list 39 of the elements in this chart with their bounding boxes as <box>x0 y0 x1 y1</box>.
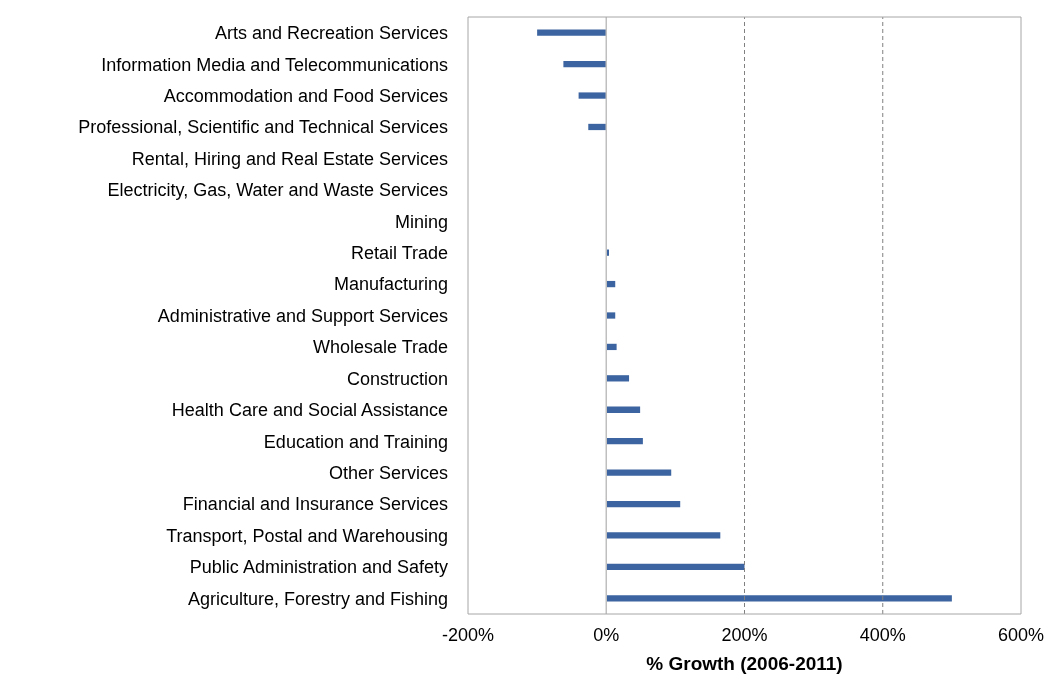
bar <box>578 92 607 99</box>
y-tick-label: Public Administration and Safety <box>189 557 448 578</box>
y-tick-label: Electricity, Gas, Water and Waste Services <box>107 180 448 201</box>
bar <box>606 500 681 508</box>
y-tick-label: Other Services <box>328 463 448 483</box>
bar <box>606 406 641 413</box>
bar <box>606 532 721 539</box>
y-tick-label: Professional, Scientific and Technical Services <box>78 117 448 138</box>
bar <box>606 563 745 571</box>
x-tick-label: 200% <box>721 624 768 645</box>
y-tick-label: Health Care and Social Assistance <box>171 400 448 421</box>
bar <box>588 123 607 131</box>
y-tick-label: Agriculture, Forestry and Fishing <box>187 588 448 609</box>
y-tick-label: Administrative and Support Services <box>157 305 448 326</box>
bar <box>606 595 952 602</box>
x-axis-title: % Growth (2006-2011) <box>646 653 843 674</box>
bar <box>606 343 617 351</box>
bar <box>606 375 630 382</box>
y-tick-label: Financial and Insurance Services <box>182 494 448 515</box>
y-tick-label: Transport, Postal and Warehousing <box>166 525 448 546</box>
x-tick-label: 600% <box>997 624 1045 645</box>
bar <box>537 29 607 36</box>
y-tick-label: Wholesale Trade <box>312 337 448 358</box>
y-tick-label: Information Media and Telecommunications <box>101 54 448 75</box>
y-tick-label: Construction <box>346 368 448 389</box>
x-tick-label: 400% <box>859 624 906 645</box>
y-tick-label: Accommodation and Food Services <box>163 85 448 106</box>
x-tick-label: 0% <box>593 624 620 645</box>
y-tick-label: Retail Trade <box>350 243 448 264</box>
y-tick-label: Rental, Hiring and Real Estate Services <box>131 148 448 169</box>
bar <box>563 60 607 68</box>
y-tick-label: Arts and Recreation Services <box>214 23 448 44</box>
x-tick-label: -200% <box>441 624 495 645</box>
bar <box>606 312 616 319</box>
y-tick-label: Manufacturing <box>333 274 448 295</box>
y-tick-label: Education and Training <box>263 431 448 452</box>
y-tick-label: Mining <box>394 211 448 232</box>
bar <box>606 438 643 445</box>
bar <box>606 469 672 476</box>
